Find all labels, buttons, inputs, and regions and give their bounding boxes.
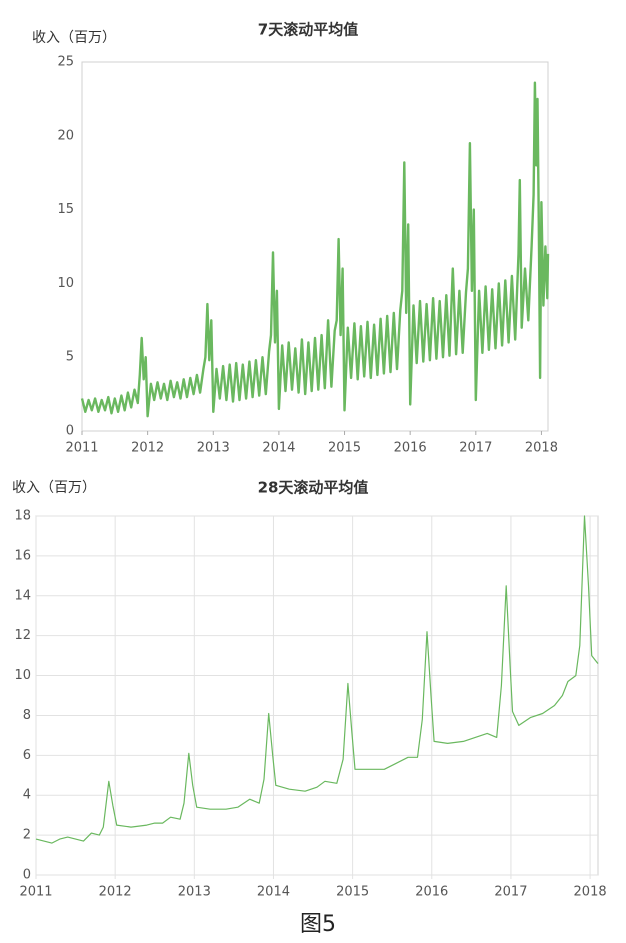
x-tick-label: 2017 xyxy=(494,885,527,900)
y-tick-label: 20 xyxy=(57,128,74,143)
y-tick-label: 4 xyxy=(23,788,31,803)
y-axis-label: 收入（百万） xyxy=(32,30,116,46)
y-tick-label: 12 xyxy=(14,628,31,643)
x-tick-label: 2017 xyxy=(459,441,492,456)
data-line xyxy=(35,515,599,844)
y-axis-label: 收入（百万） xyxy=(12,480,96,496)
x-tick-label: 2018 xyxy=(525,441,558,456)
x-tick-label: 2011 xyxy=(65,441,98,456)
data-line xyxy=(80,81,550,418)
x-tick-label: 2011 xyxy=(19,885,52,900)
y-tick-label: 0 xyxy=(66,424,74,439)
plot-frame xyxy=(81,61,549,432)
y-tick-label: 18 xyxy=(14,509,31,524)
x-tick-label: 2013 xyxy=(178,885,211,900)
y-tick-label: 15 xyxy=(57,202,74,217)
y-tick-label: 8 xyxy=(23,708,31,723)
y-tick-label: 2 xyxy=(23,828,31,843)
y-tick-label: 10 xyxy=(14,668,31,683)
x-tick-label: 2015 xyxy=(328,441,361,456)
plot-frame xyxy=(35,515,599,876)
y-tick-label: 10 xyxy=(57,276,74,291)
y-tick-label: 14 xyxy=(14,588,31,603)
x-tick-label: 2012 xyxy=(99,885,132,900)
x-tick-label: 2018 xyxy=(574,885,607,900)
y-tick-label: 0 xyxy=(23,868,31,883)
chart-title: 28天滚动平均值 xyxy=(258,479,369,497)
y-tick-label: 16 xyxy=(14,548,31,563)
y-tick-label: 5 xyxy=(66,350,74,365)
x-tick-label: 2016 xyxy=(394,441,427,456)
caption: 图5 xyxy=(300,912,336,937)
x-tick-label: 2016 xyxy=(415,885,448,900)
x-tick-label: 2012 xyxy=(131,441,164,456)
x-tick-label: 2013 xyxy=(197,441,230,456)
x-tick-label: 2014 xyxy=(262,441,295,456)
x-tick-label: 2015 xyxy=(336,885,369,900)
chart-title: 7天滚动平均值 xyxy=(258,21,358,39)
x-tick-label: 2014 xyxy=(257,885,290,900)
y-tick-label: 6 xyxy=(23,748,31,763)
y-tick-label: 25 xyxy=(57,55,74,70)
